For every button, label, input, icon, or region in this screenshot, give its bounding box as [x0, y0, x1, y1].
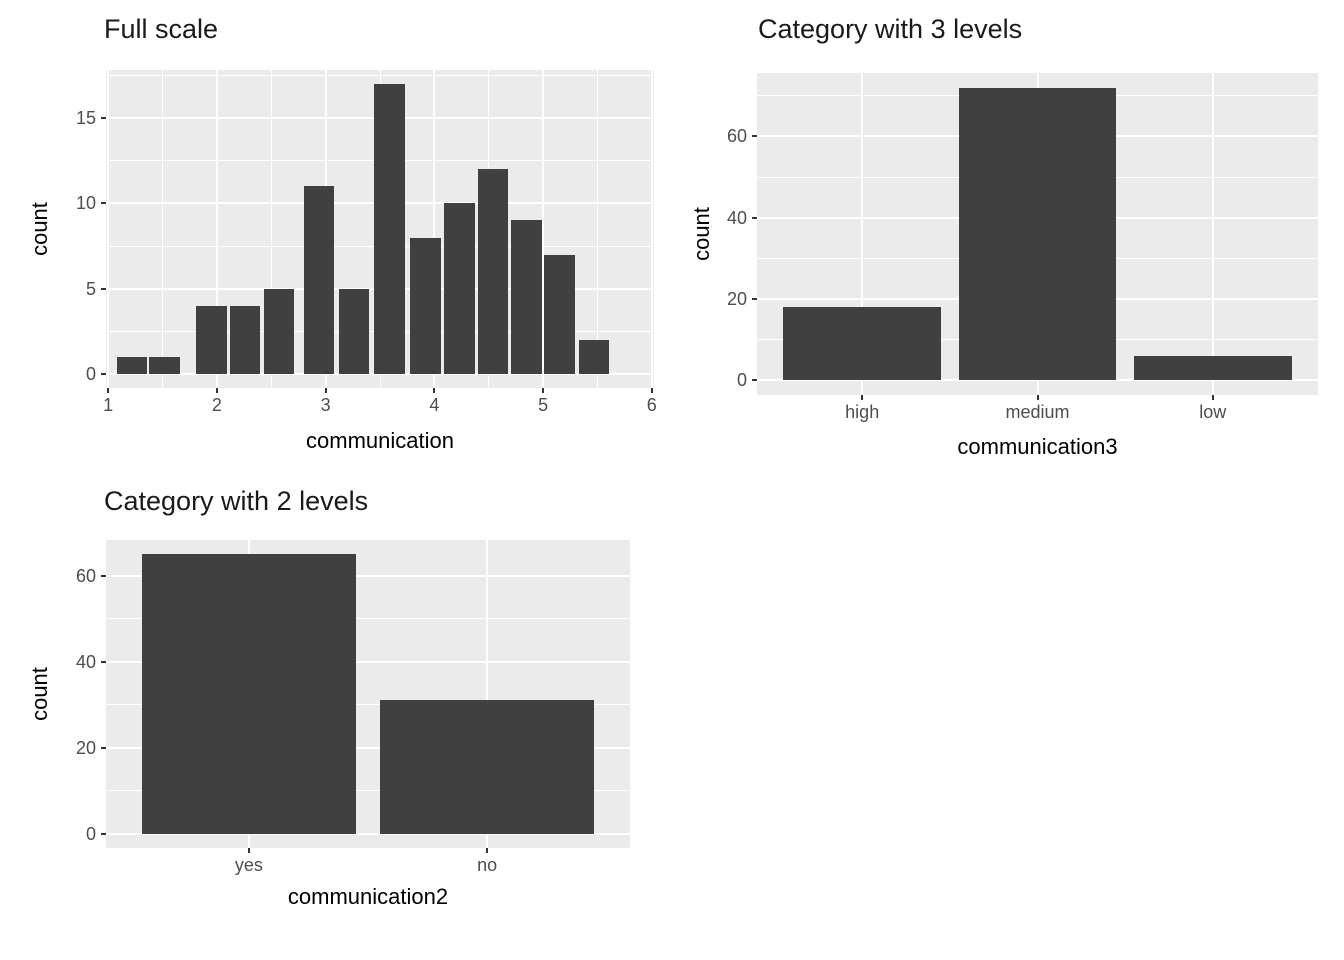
x-tick-mark [1211, 395, 1214, 400]
bar [783, 307, 942, 381]
y-tick-label: 0 [85, 363, 96, 384]
y-tick-label: 40 [75, 651, 96, 672]
gridline-major-y [106, 660, 630, 663]
y-tick-mark [101, 117, 106, 120]
x-tick-mark [247, 848, 250, 853]
x-tick-label: 2 [211, 395, 222, 415]
bar [958, 87, 1117, 381]
chart-title: Category with 2 levels [104, 486, 369, 516]
x-axis-title: communication [306, 428, 454, 453]
gridline-major-x [1211, 73, 1214, 395]
gridline-minor-x [596, 70, 598, 388]
y-tick-mark [752, 135, 757, 138]
gridline-minor-x [162, 70, 164, 388]
y-tick-mark [101, 574, 106, 577]
bar [379, 700, 595, 834]
gridline-minor-x [270, 70, 272, 388]
chart-title: Category with 3 levels [758, 14, 1023, 44]
bar [544, 254, 575, 374]
gridline-major-y [106, 746, 630, 749]
gridline-minor-y [106, 704, 630, 706]
y-tick-mark [101, 746, 106, 749]
y-tick-mark [752, 298, 757, 301]
gridline-major-x [486, 540, 489, 848]
y-tick-label: 5 [85, 278, 96, 299]
gridline-minor-y [106, 618, 630, 620]
y-tick-label: 20 [75, 737, 96, 758]
y-tick-label: 10 [75, 193, 96, 214]
bar [338, 288, 370, 374]
y-tick-mark [101, 287, 106, 290]
bar [263, 288, 295, 374]
bar [1133, 355, 1292, 381]
x-tick-label: medium [1005, 402, 1070, 422]
y-tick-mark [101, 660, 106, 663]
x-tick-label: 3 [320, 395, 331, 415]
gridline-major-x [433, 70, 436, 388]
x-tick-label: 4 [429, 395, 440, 415]
x-tick-mark [650, 388, 653, 393]
gridline-minor-y [106, 790, 630, 792]
bar [149, 356, 180, 374]
x-tick-label: 6 [646, 395, 657, 415]
bar [196, 305, 227, 374]
x-tick-mark [486, 848, 489, 853]
plot-panel [757, 73, 1318, 395]
bar [477, 169, 509, 374]
chart-title: Full scale [104, 14, 219, 44]
plot-panel [106, 70, 654, 388]
bar [303, 186, 335, 374]
bar [410, 237, 441, 374]
bar [141, 554, 357, 834]
x-axis-title: communication3 [957, 434, 1118, 459]
x-tick-label: 1 [103, 395, 114, 415]
bar [578, 339, 610, 374]
gridline-major-x [542, 70, 545, 388]
gridline-major-y [106, 574, 630, 577]
x-tick-mark [324, 388, 327, 393]
bar [511, 220, 543, 374]
x-tick-label: low [1199, 402, 1227, 422]
y-tick-label: 60 [75, 565, 96, 586]
x-tick-mark [542, 388, 545, 393]
y-tick-label: 20 [726, 289, 747, 310]
x-tick-label: 5 [538, 395, 549, 415]
x-axis-title: communication2 [287, 884, 449, 909]
bar [229, 305, 261, 374]
x-tick-label: high [845, 402, 880, 422]
gridline-major-x [215, 70, 218, 388]
bar [374, 84, 406, 374]
x-tick-mark [1036, 395, 1039, 400]
bar [116, 356, 148, 374]
x-tick-mark [215, 388, 218, 393]
y-tick-label: 0 [85, 824, 96, 844]
gridline-major-y [106, 833, 630, 835]
y-tick-label: 40 [726, 207, 747, 228]
x-tick-mark [861, 395, 864, 400]
y-tick-mark [752, 379, 757, 382]
bar [444, 203, 475, 374]
y-tick-mark [101, 372, 106, 375]
plot-panel [106, 540, 630, 848]
y-tick-label: 15 [75, 108, 96, 129]
y-tick-label: 60 [726, 126, 747, 147]
gridline-major-x [650, 70, 653, 388]
y-tick-mark [101, 833, 106, 835]
x-tick-label: yes [234, 855, 263, 875]
y-tick-mark [101, 202, 106, 205]
x-tick-mark [107, 388, 110, 393]
x-tick-label: no [477, 855, 498, 875]
y-tick-mark [752, 216, 757, 219]
y-tick-label: 0 [736, 370, 747, 391]
gridline-major-x [861, 73, 864, 395]
gridline-major-x [107, 70, 110, 388]
x-tick-mark [433, 388, 436, 393]
